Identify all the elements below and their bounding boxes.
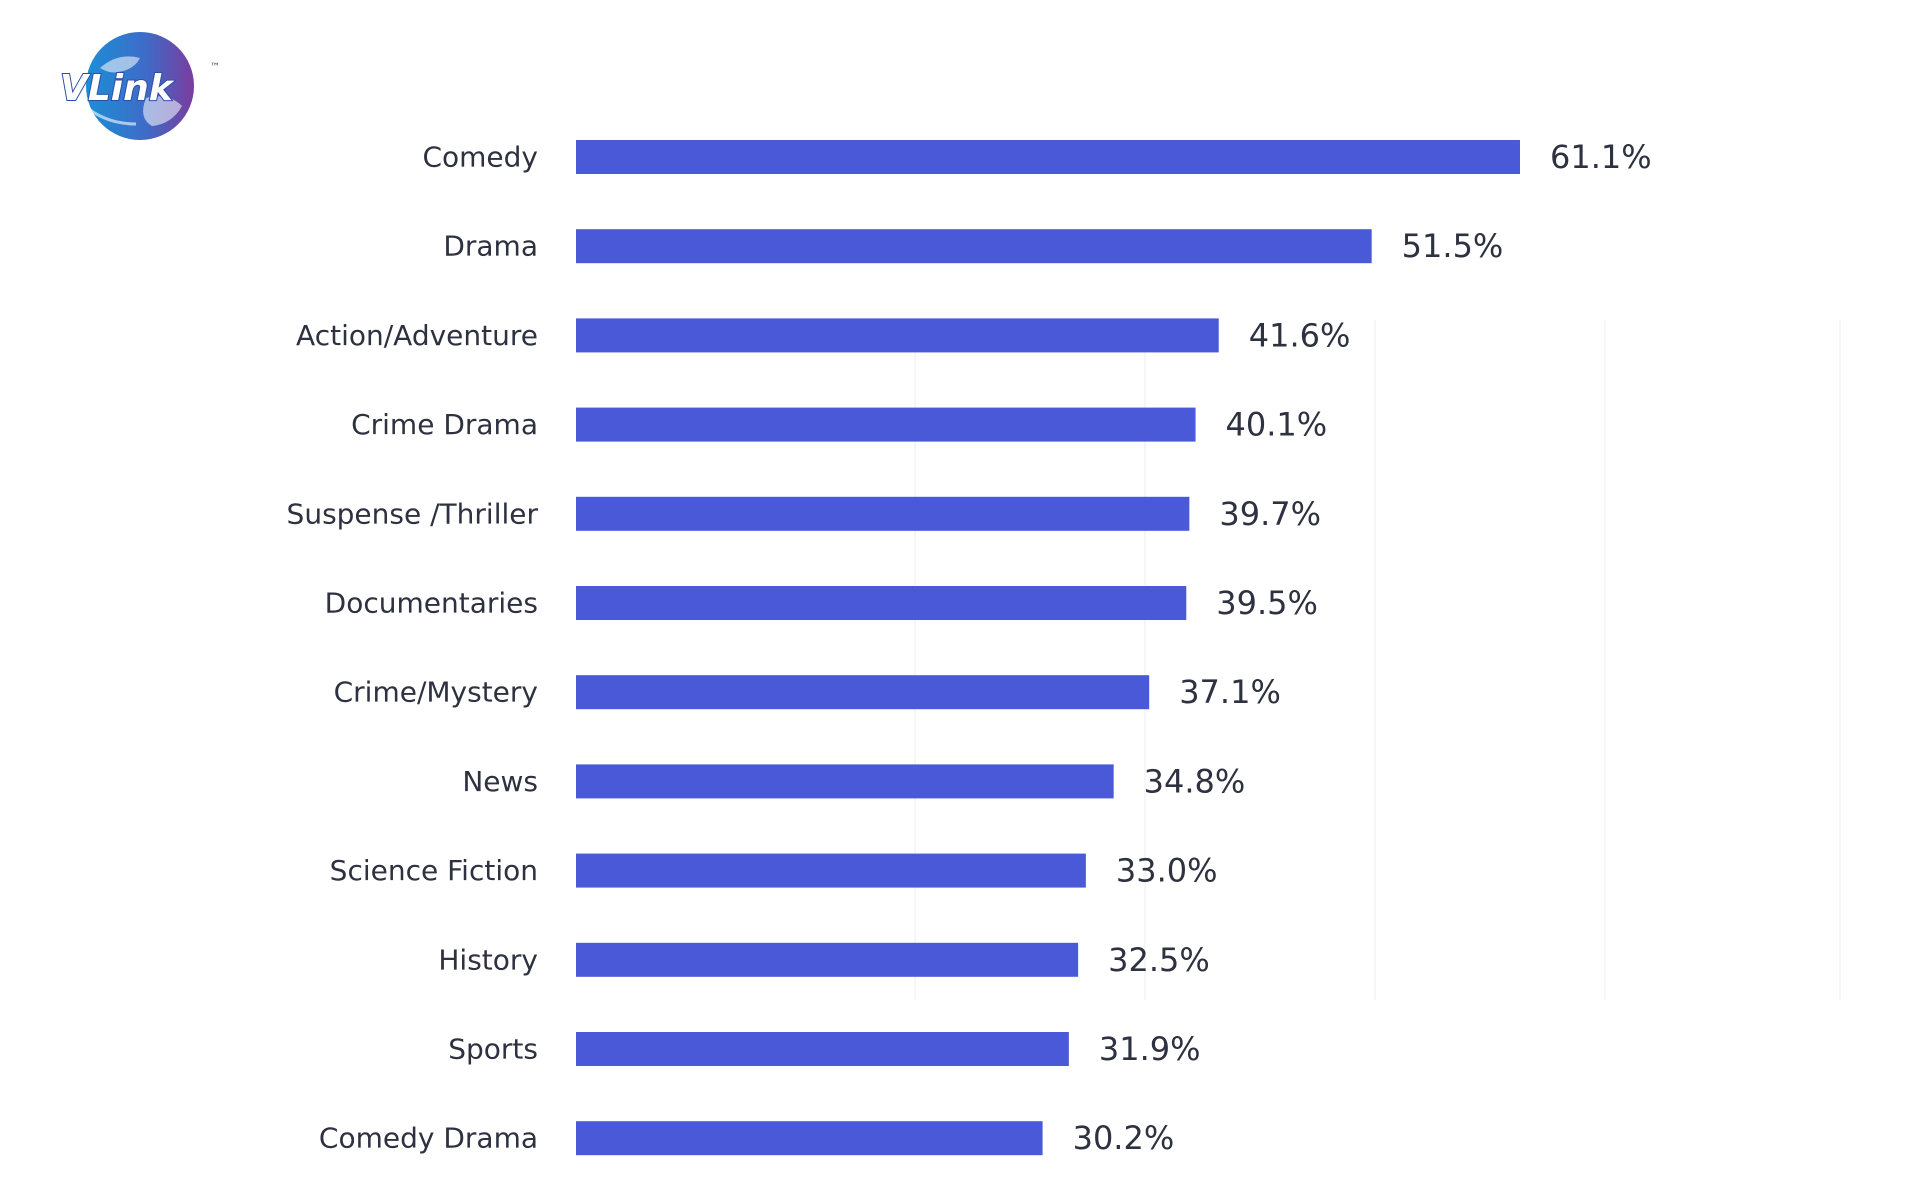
bar-9 — [576, 942, 1079, 977]
trademark-symbol: ™ — [210, 62, 220, 73]
category-label-7: News — [462, 765, 538, 798]
category-label-3: Crime Drama — [351, 408, 538, 441]
logo-text: VLink — [60, 68, 175, 109]
value-label-4: 39.7% — [1219, 495, 1321, 533]
vlink-logo: VLink ™ — [60, 32, 220, 140]
bar-0 — [576, 140, 1520, 174]
value-label-1: 51.5% — [1402, 227, 1504, 265]
value-label-6: 37.1% — [1179, 673, 1281, 711]
bar-2 — [576, 318, 1219, 353]
value-label-8: 33.0% — [1116, 852, 1218, 890]
value-labels: 61.1% 51.5% 41.6% 40.1% 39.7% 39.5% 37.1% 34.8%… — [1073, 138, 1652, 1157]
bar-10 — [576, 1032, 1069, 1066]
bar-6 — [576, 675, 1150, 710]
bar-4 — [576, 496, 1190, 531]
value-label-3: 40.1% — [1226, 406, 1328, 444]
category-label-1: Drama — [443, 230, 538, 263]
bar-1 — [576, 229, 1372, 264]
category-labels: Comedy Drama Action/Adventure Crime Drama Su… — [287, 141, 539, 1155]
category-label-0: Comedy — [422, 141, 538, 174]
category-label-6: Crime/Mystery — [334, 676, 538, 709]
category-label-10: Sports — [448, 1033, 538, 1066]
category-label-2: Action/Adventure — [296, 319, 538, 352]
value-label-11: 30.2% — [1073, 1119, 1175, 1157]
category-label-11: Comedy Drama — [319, 1122, 538, 1155]
category-label-4: Suspense /Thriller — [287, 497, 539, 530]
value-label-10: 31.9% — [1099, 1030, 1201, 1068]
category-label-9: History — [438, 943, 538, 976]
category-label-5: Documentaries — [325, 587, 538, 620]
bars — [576, 140, 1520, 1156]
bar-7 — [576, 764, 1114, 799]
bar-8 — [576, 853, 1086, 888]
category-label-8: Science Fiction — [330, 854, 538, 887]
value-label-7: 34.8% — [1144, 762, 1246, 800]
value-label-9: 32.5% — [1108, 941, 1210, 979]
value-label-5: 39.5% — [1216, 584, 1318, 622]
value-label-2: 41.6% — [1249, 316, 1351, 354]
bar-3 — [576, 407, 1196, 442]
value-label-0: 61.1% — [1550, 138, 1652, 176]
bar-11 — [576, 1121, 1043, 1156]
bar-5 — [576, 586, 1187, 620]
